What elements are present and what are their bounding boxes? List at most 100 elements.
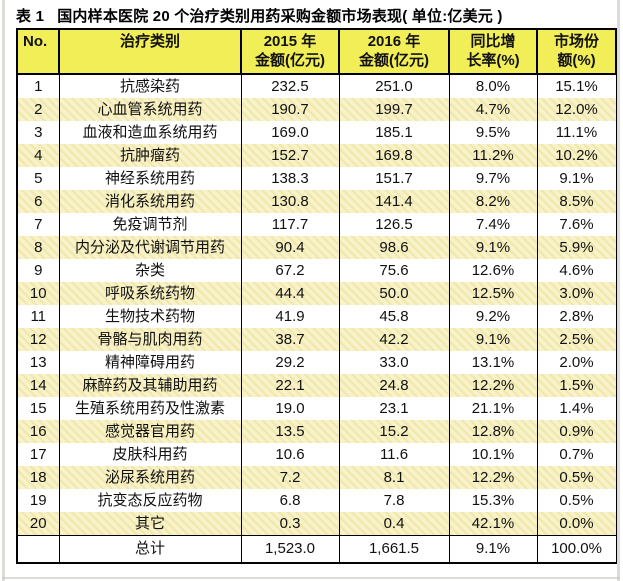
cell-2015-amount: 22.1	[240, 374, 340, 397]
cell-no: 10	[16, 282, 60, 305]
cell-2015-amount: 10.6	[240, 443, 340, 466]
cell-category: 心血管系统用药	[58, 98, 242, 121]
total-cell-growth-rate: 9.1%	[448, 535, 538, 564]
drug-purchase-table: No. 治疗类别 2015 年 金额(亿元) 2016 年 金额(亿元) 同比增…	[16, 28, 617, 564]
cell-2015-amount: 67.2	[240, 259, 340, 282]
cell-no: 8	[16, 236, 60, 259]
cell-category: 感觉器官用药	[58, 420, 242, 443]
table-row: 1 抗感染药 232.5 251.0 8.0% 15.1%	[16, 74, 617, 98]
cell-category: 呼吸系统药物	[58, 282, 242, 305]
cell-no: 1	[16, 74, 60, 98]
page-edge-left	[2, 0, 5, 581]
table-row: 17 皮肤科用药 10.6 11.6 10.1% 0.7%	[16, 443, 617, 466]
cell-category: 骨骼与肌肉用药	[58, 328, 242, 351]
cell-category: 血液和造血系统用药	[58, 121, 242, 144]
header-line1: 2016 年	[367, 33, 421, 50]
cell-2016-amount: 50.0	[338, 282, 450, 305]
cell-2015-amount: 117.7	[240, 213, 340, 236]
cell-growth-rate: 12.8%	[448, 420, 538, 443]
cell-2016-amount: 24.8	[338, 374, 450, 397]
cell-growth-rate: 9.5%	[448, 121, 538, 144]
cell-no: 7	[16, 213, 60, 236]
header-row: No. 治疗类别 2015 年 金额(亿元) 2016 年 金额(亿元) 同比增…	[16, 28, 617, 75]
cell-growth-rate: 9.1%	[448, 236, 538, 259]
cell-growth-rate: 10.1%	[448, 443, 538, 466]
table-row: 4 抗肿瘤药 152.7 169.8 11.2% 10.2%	[16, 144, 617, 167]
page-edge-right	[617, 0, 620, 581]
cell-category: 杂类	[58, 259, 242, 282]
total-cell-category: 总计	[58, 535, 242, 564]
cell-no: 6	[16, 190, 60, 213]
header-line1: 2015 年	[263, 33, 317, 50]
cell-category: 生殖系统用药及性激素	[58, 397, 242, 420]
cell-no: 11	[16, 305, 60, 328]
table-row: 9 杂类 67.2 75.6 12.6% 4.6%	[16, 259, 617, 282]
cell-2015-amount: 190.7	[240, 98, 340, 121]
cell-market-share: 11.1%	[536, 121, 617, 144]
cell-market-share: 9.1%	[536, 167, 617, 190]
cell-growth-rate: 9.2%	[448, 305, 538, 328]
table-body: 1 抗感染药 232.5 251.0 8.0% 15.1% 2 心血管系统用药 …	[16, 74, 617, 536]
table-row: 11 生物技术药物 41.9 45.8 9.2% 2.8%	[16, 305, 617, 328]
cell-2015-amount: 232.5	[240, 74, 340, 98]
cell-2016-amount: 169.8	[338, 144, 450, 167]
cell-2016-amount: 7.8	[338, 489, 450, 512]
table-row: 20 其它 0.3 0.4 42.1% 0.0%	[16, 512, 617, 536]
cell-category: 抗感染药	[58, 74, 242, 98]
cell-no: 3	[16, 121, 60, 144]
cell-no: 19	[16, 489, 60, 512]
table-row: 16 感觉器官用药 13.5 15.2 12.8% 0.9%	[16, 420, 617, 443]
cell-category: 抗变态反应药物	[58, 489, 242, 512]
cell-growth-rate: 12.2%	[448, 374, 538, 397]
cell-category: 消化系统用药	[58, 190, 242, 213]
cell-growth-rate: 7.4%	[448, 213, 538, 236]
cell-2016-amount: 141.4	[338, 190, 450, 213]
cell-market-share: 7.6%	[536, 213, 617, 236]
cell-growth-rate: 11.2%	[448, 144, 538, 167]
cell-no: 15	[16, 397, 60, 420]
cell-2016-amount: 0.4	[338, 512, 450, 536]
column-header-no: No.	[16, 28, 60, 75]
header-line2: 金额(亿元)	[359, 52, 429, 69]
cell-growth-rate: 8.0%	[448, 74, 538, 98]
table-row: 19 抗变态反应药物 6.8 7.8 15.3% 0.5%	[16, 489, 617, 512]
cell-no: 2	[16, 98, 60, 121]
cell-2015-amount: 7.2	[240, 466, 340, 489]
cell-category: 麻醉药及其辅助用药	[58, 374, 242, 397]
cell-market-share: 12.0%	[536, 98, 617, 121]
total-cell-no	[16, 535, 60, 564]
cell-growth-rate: 9.7%	[448, 167, 538, 190]
table-row: 14 麻醉药及其辅助用药 22.1 24.8 12.2% 1.5%	[16, 374, 617, 397]
table-row: 6 消化系统用药 130.8 141.4 8.2% 8.5%	[16, 190, 617, 213]
column-header-market-share: 市场份 额(%)	[536, 28, 617, 75]
cell-market-share: 0.5%	[536, 489, 617, 512]
cell-2015-amount: 90.4	[240, 236, 340, 259]
table-row: 12 骨骼与肌肉用药 38.7 42.2 9.1% 2.5%	[16, 328, 617, 351]
cell-category: 神经系统用药	[58, 167, 242, 190]
cell-2016-amount: 75.6	[338, 259, 450, 282]
cell-growth-rate: 13.1%	[448, 351, 538, 374]
cell-market-share: 1.4%	[536, 397, 617, 420]
header-line1: 同比增	[470, 33, 516, 50]
column-header-growth-rate: 同比增 长率(%)	[448, 28, 538, 75]
cell-2015-amount: 41.9	[240, 305, 340, 328]
cell-category: 泌尿系统用药	[58, 466, 242, 489]
header-line2: 长率(%)	[466, 52, 520, 69]
cell-2015-amount: 29.2	[240, 351, 340, 374]
header-line1: No.	[23, 33, 48, 50]
header-line1: 治疗类别	[119, 33, 180, 50]
cell-2015-amount: 38.7	[240, 328, 340, 351]
cell-2016-amount: 199.7	[338, 98, 450, 121]
cell-market-share: 4.6%	[536, 259, 617, 282]
cell-market-share: 0.7%	[536, 443, 617, 466]
header-line2: 金额(亿元)	[255, 52, 325, 69]
cell-2015-amount: 6.8	[240, 489, 340, 512]
cell-no: 9	[16, 259, 60, 282]
cell-growth-rate: 12.5%	[448, 282, 538, 305]
cell-market-share: 1.5%	[536, 374, 617, 397]
cell-2015-amount: 138.3	[240, 167, 340, 190]
cell-2015-amount: 13.5	[240, 420, 340, 443]
table-row: 13 精神障碍用药 29.2 33.0 13.1% 2.0%	[16, 351, 617, 374]
cell-growth-rate: 4.7%	[448, 98, 538, 121]
